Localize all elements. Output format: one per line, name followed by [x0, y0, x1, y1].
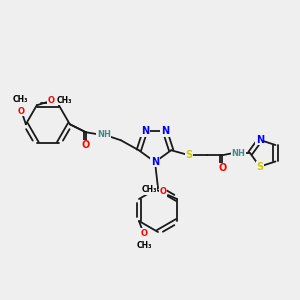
- Text: N: N: [256, 135, 264, 145]
- Text: S: S: [256, 162, 263, 172]
- Text: CH₃: CH₃: [136, 241, 152, 250]
- Text: CH₃: CH₃: [57, 96, 73, 105]
- Text: O: O: [17, 107, 24, 116]
- Text: CH₃: CH₃: [13, 95, 28, 104]
- Text: N: N: [161, 126, 169, 136]
- Text: NH: NH: [231, 149, 245, 158]
- Text: O: O: [82, 140, 90, 150]
- Text: O: O: [140, 229, 147, 238]
- Text: O: O: [160, 188, 167, 196]
- Text: N: N: [141, 126, 149, 136]
- Text: O: O: [218, 163, 226, 173]
- Text: S: S: [186, 150, 193, 160]
- Text: CH₃: CH₃: [141, 185, 157, 194]
- Text: NH: NH: [97, 130, 111, 139]
- Text: N: N: [151, 157, 159, 167]
- Text: O: O: [47, 96, 54, 105]
